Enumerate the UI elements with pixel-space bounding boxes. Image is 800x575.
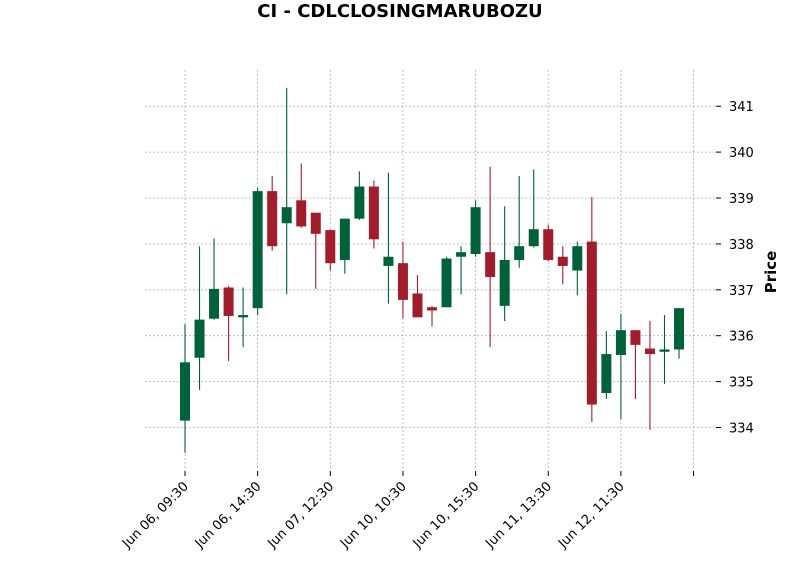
candle-body: [397, 263, 408, 300]
y-tick-label: 340: [729, 146, 754, 161]
candle: [514, 175, 525, 268]
candle-body: [586, 241, 597, 405]
candle: [572, 241, 583, 296]
candle: [397, 241, 408, 319]
candle-body: [456, 252, 467, 257]
candle-body: [470, 207, 481, 254]
candle: [383, 172, 394, 304]
candle-body: [194, 319, 205, 358]
candle: [586, 197, 597, 422]
candle: [644, 321, 655, 430]
candle: [325, 229, 336, 271]
x-tick-label: Jun 06, 14:30: [192, 479, 265, 552]
x-tick-label: Jun 07, 12:30: [264, 479, 337, 552]
candle: [499, 206, 510, 322]
candle: [339, 218, 350, 274]
candle: [238, 287, 249, 348]
candle-body: [238, 315, 249, 318]
candle-body: [427, 307, 438, 311]
grid: [145, 70, 715, 470]
candle: [194, 246, 205, 390]
candle-body: [252, 191, 263, 309]
candle-body: [499, 259, 510, 306]
x-tick-label: Jun 12, 11:30: [555, 479, 628, 552]
candle: [615, 313, 626, 420]
candle-body: [528, 229, 539, 247]
candle-body: [368, 186, 379, 240]
y-tick-label: 341: [729, 100, 754, 115]
candle-body: [354, 186, 365, 219]
candle: [412, 275, 423, 318]
candle-body: [674, 308, 685, 350]
candle-body: [659, 349, 670, 352]
chart-title: CI - CDLCLOSINGMARUBOZU: [257, 1, 542, 22]
candle-body: [339, 218, 350, 260]
candle: [252, 187, 263, 316]
candle: [543, 224, 554, 262]
y-tick-label: 335: [729, 376, 754, 391]
y-tick-label: 337: [729, 284, 754, 299]
candle: [281, 87, 292, 295]
candle: [223, 286, 234, 361]
candle-body: [267, 191, 278, 247]
y-tick-label: 336: [729, 330, 754, 345]
candle-body: [325, 230, 336, 264]
candle-body: [281, 207, 292, 224]
candle-body: [572, 246, 583, 271]
candle-body: [296, 200, 307, 227]
candle: [368, 180, 379, 249]
candle-body: [209, 288, 220, 319]
candle-body: [441, 258, 452, 308]
y-tick-label: 338: [729, 238, 754, 253]
candle: [427, 305, 438, 327]
candle-body: [601, 354, 612, 394]
candle-body: [223, 287, 234, 316]
x-tick-label: Jun 10, 15:30: [410, 479, 483, 552]
candle: [470, 200, 481, 257]
candle: [601, 331, 612, 400]
y-axis: 334 335 336 337 338 339 340 341: [716, 100, 754, 437]
candle-body: [412, 293, 423, 318]
candle-body: [644, 348, 655, 355]
y-tick-label: 334: [729, 422, 754, 437]
candle: [354, 171, 365, 221]
candle: [528, 169, 539, 248]
candle-body: [557, 256, 568, 266]
candles: [180, 87, 685, 453]
candle: [180, 324, 190, 453]
x-tick-label: Jun 10, 10:30: [337, 479, 410, 552]
candle-body: [543, 229, 554, 260]
candle-body: [514, 246, 525, 260]
candle: [296, 163, 307, 228]
candle: [659, 315, 670, 384]
candle: [630, 330, 641, 400]
candle-body: [383, 256, 394, 266]
candle: [310, 212, 321, 289]
x-tick-label: Jun 11, 13:30: [482, 479, 555, 552]
x-tick-label: Jun 06, 09:30: [119, 479, 192, 552]
candle-body: [180, 362, 190, 421]
candle: [209, 238, 220, 320]
candle: [557, 246, 568, 285]
candle: [267, 175, 278, 251]
x-axis: Jun 06, 09:30 Jun 06, 14:30 Jun 07, 12:30 J…: [119, 471, 695, 552]
candle: [456, 246, 467, 295]
candle-body: [310, 212, 321, 234]
candle: [441, 256, 452, 308]
y-axis-title: Price: [762, 251, 780, 294]
candle-body: [630, 330, 641, 345]
y-tick-label: 339: [729, 192, 754, 207]
candle: [485, 166, 496, 348]
candle: [674, 308, 685, 359]
candle-body: [615, 330, 626, 355]
candle-body: [485, 252, 496, 277]
